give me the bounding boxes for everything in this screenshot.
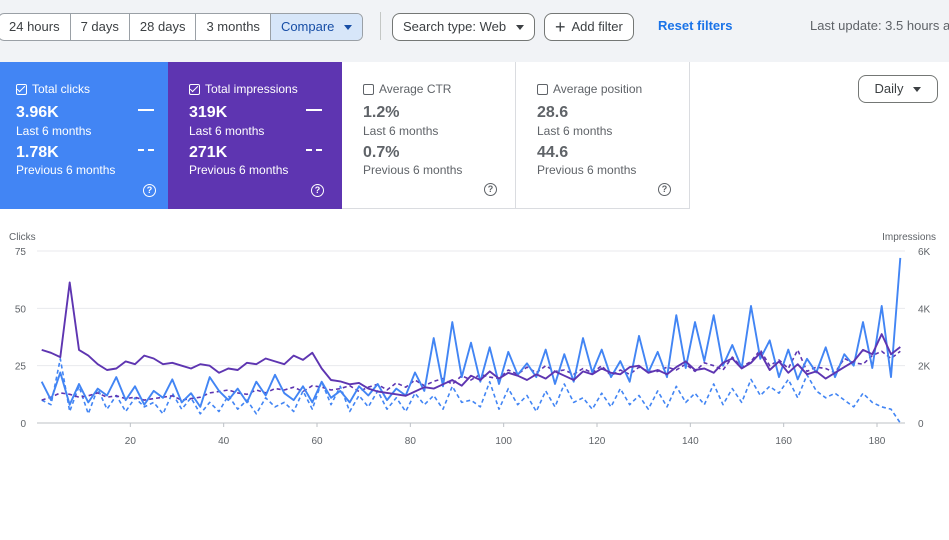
range-28-days-button[interactable]: 28 days: [130, 14, 197, 40]
search-type-dropdown[interactable]: Search type: Web: [392, 13, 536, 41]
metric-label: Total impressions: [205, 82, 298, 96]
clicks-solid-line: [40, 257, 902, 408]
help-icon[interactable]: ?: [484, 183, 497, 196]
x-tick-label: 160: [775, 436, 792, 447]
y-right-tick-label: 2K: [918, 362, 931, 373]
help-icon[interactable]: ?: [143, 184, 156, 197]
metric-previous-value: 0.7%: [363, 144, 400, 161]
metric-caption: Last 6 months: [363, 124, 439, 138]
checkbox-checked-icon[interactable]: [16, 83, 27, 95]
x-tick-label: 80: [405, 436, 417, 447]
solid-line-legend-icon: [306, 109, 322, 111]
range-24-hours-button[interactable]: 24 hours: [0, 14, 71, 40]
range-7-days-button[interactable]: 7 days: [71, 14, 130, 40]
x-tick-label: 100: [495, 436, 512, 447]
metric-card-total-impressions[interactable]: Total impressions 319K Last 6 months 271…: [168, 62, 342, 209]
y-left-tick-label: 0: [20, 419, 26, 430]
compare-dropdown[interactable]: Compare: [270, 14, 363, 40]
date-range-selector: 24 hours 7 days 28 days 3 months Compare: [0, 13, 364, 41]
x-tick-label: 20: [125, 436, 137, 447]
metric-caption: Last 6 months: [189, 124, 265, 138]
y-right-tick-label: 6K: [918, 247, 931, 258]
metric-card-average-ctr[interactable]: Average CTR 1.2% Last 6 months 0.7% Prev…: [342, 62, 516, 209]
top-toolbar: 24 hours 7 days 28 days 3 months Compare…: [0, 0, 949, 62]
granularity-label: Daily: [874, 81, 904, 96]
help-icon[interactable]: ?: [311, 184, 324, 197]
x-tick-label: 60: [311, 436, 323, 447]
last-update-text: Last update: 3.5 hours a: [810, 18, 949, 33]
metric-previous-value: 1.78K: [16, 144, 59, 161]
metric-card-total-clicks[interactable]: Total clicks 3.96K Last 6 months 1.78K P…: [0, 62, 174, 209]
metric-previous-caption: Previous 6 months: [537, 163, 637, 177]
metric-value: 3.96K: [16, 104, 59, 121]
checkbox-unchecked-icon[interactable]: [537, 83, 548, 95]
metric-value: 1.2%: [363, 104, 400, 121]
y-left-axis-label: Clicks: [9, 232, 36, 243]
granularity-dropdown[interactable]: Daily: [858, 75, 938, 103]
caret-down-icon: [344, 25, 353, 31]
x-tick-label: 180: [869, 436, 886, 447]
metric-previous-caption: Previous 6 months: [189, 163, 289, 177]
solid-line-legend-icon: [138, 109, 154, 111]
metric-previous-caption: Previous 6 months: [363, 163, 463, 177]
metric-label: Average CTR: [379, 82, 452, 96]
metric-label: Total clicks: [32, 82, 91, 96]
range-3-months-button[interactable]: 3 months: [196, 14, 271, 40]
add-filter-button[interactable]: + Add filter: [544, 13, 634, 41]
metric-card-average-position[interactable]: Average position 28.6 Last 6 months 44.6…: [516, 62, 690, 209]
metric-caption: Last 6 months: [537, 124, 613, 138]
x-tick-label: 140: [682, 436, 699, 447]
y-right-axis-label: Impressions: [882, 232, 936, 243]
dashed-line-legend-icon: [306, 149, 322, 151]
dashed-line-legend-icon: [138, 149, 154, 151]
y-left-tick-label: 50: [15, 304, 27, 315]
clicks-dashed-line: [41, 358, 901, 424]
metric-previous-value: 44.6: [537, 144, 569, 161]
y-right-tick-label: 0: [918, 419, 924, 430]
metric-value: 28.6: [537, 104, 569, 121]
search-type-label: Search type: Web: [403, 19, 507, 34]
metric-previous-caption: Previous 6 months: [16, 163, 116, 177]
caret-down-icon: [516, 25, 525, 31]
caret-down-icon: [913, 87, 922, 93]
metric-previous-value: 271K: [189, 144, 228, 161]
toolbar-divider: [380, 12, 381, 40]
metric-value: 319K: [189, 104, 228, 121]
add-filter-label: Add filter: [571, 19, 623, 34]
metric-label: Average position: [553, 82, 643, 96]
checkbox-checked-icon[interactable]: [189, 83, 200, 95]
reset-filters-link[interactable]: Reset filters: [658, 18, 733, 33]
y-left-tick-label: 25: [15, 362, 27, 373]
help-icon[interactable]: ?: [658, 183, 671, 196]
plus-icon: +: [555, 17, 566, 37]
compare-label: Compare: [280, 19, 335, 34]
checkbox-unchecked-icon[interactable]: [363, 83, 374, 95]
impressions-solid-line: [41, 281, 901, 397]
metric-caption: Last 6 months: [16, 124, 92, 138]
y-left-tick-label: 75: [15, 247, 27, 258]
y-right-tick-label: 4K: [918, 304, 931, 315]
x-tick-label: 120: [589, 436, 606, 447]
performance-chart: 0 0 25 2K 50 4K 75 6K Clicks Impressions 20 40 60 80 1…: [9, 232, 936, 447]
x-tick-label: 40: [218, 436, 230, 447]
